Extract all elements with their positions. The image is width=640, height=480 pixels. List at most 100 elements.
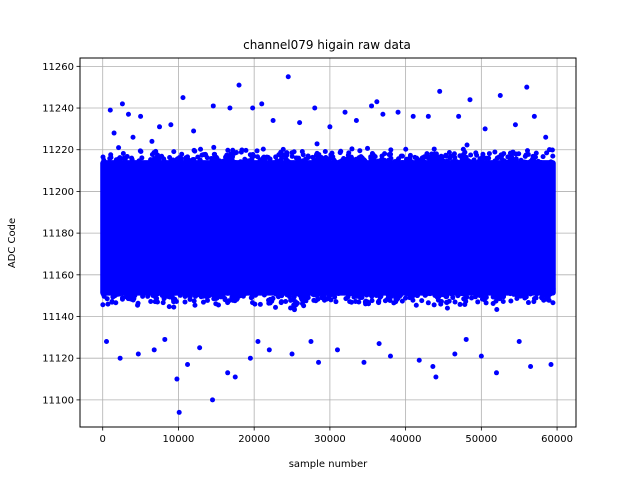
data-point (168, 122, 174, 128)
data-point (192, 293, 198, 299)
data-point (512, 122, 518, 128)
data-point (409, 163, 415, 169)
data-point (211, 296, 217, 302)
data-point (462, 302, 468, 308)
data-point (543, 134, 549, 140)
data-point (486, 151, 492, 157)
data-point (114, 160, 120, 166)
data-point (254, 148, 260, 154)
data-point (289, 351, 295, 357)
data-point (200, 299, 206, 305)
data-point (288, 305, 294, 311)
data-point (488, 290, 494, 296)
data-point (107, 107, 113, 113)
data-point (207, 161, 213, 167)
data-point (151, 347, 157, 353)
data-point (225, 370, 231, 376)
data-point (135, 302, 141, 308)
data-point (285, 74, 291, 80)
data-point (316, 291, 322, 297)
data-point (348, 157, 354, 163)
data-point (402, 295, 408, 301)
data-point (266, 297, 272, 303)
data-point (261, 156, 267, 162)
data-point (445, 165, 451, 171)
data-point (105, 301, 111, 307)
data-point (546, 285, 552, 291)
data-point (508, 156, 514, 162)
data-point (196, 288, 202, 294)
data-point (228, 286, 234, 292)
data-point (469, 290, 475, 296)
data-point (497, 93, 503, 99)
data-point (155, 291, 161, 297)
data-point (444, 293, 450, 299)
data-point (166, 304, 172, 310)
data-point (111, 130, 117, 136)
data-point (359, 161, 365, 167)
data-point (419, 155, 425, 161)
data-point (509, 151, 515, 157)
data-point (433, 374, 439, 380)
data-point (501, 151, 507, 157)
y-tick-label: 11260 (42, 62, 74, 73)
data-point (322, 164, 328, 170)
data-point (309, 288, 315, 294)
data-point (494, 306, 500, 312)
data-point (290, 165, 296, 171)
data-point (478, 353, 484, 359)
data-point (158, 165, 164, 171)
data-point (307, 165, 313, 171)
data-point (433, 156, 439, 162)
data-point (173, 298, 179, 304)
data-point (104, 339, 110, 345)
data-point (154, 158, 160, 164)
data-point (369, 103, 375, 109)
data-point (240, 293, 246, 299)
data-point (311, 297, 317, 303)
data-point (198, 146, 204, 152)
data-point (185, 165, 191, 171)
data-point (550, 153, 556, 159)
data-point (357, 289, 363, 295)
data-point (412, 154, 418, 160)
data-point (368, 156, 374, 162)
data-point (437, 287, 443, 293)
data-point (548, 159, 554, 165)
data-point (392, 159, 398, 165)
data-point (120, 150, 126, 156)
data-point (379, 160, 385, 166)
data-point (507, 291, 513, 297)
data-point (549, 147, 555, 153)
data-point (374, 99, 380, 105)
data-point (210, 292, 216, 298)
data-point (397, 164, 403, 170)
data-point (192, 302, 198, 308)
data-point (124, 153, 130, 159)
data-point (549, 289, 555, 295)
data-point (273, 304, 279, 310)
data-point (227, 162, 233, 168)
data-point (174, 376, 180, 382)
data-point (164, 293, 170, 299)
data-point (387, 353, 393, 359)
data-point (148, 299, 154, 305)
data-point (318, 165, 324, 171)
data-point (528, 364, 534, 370)
data-point (500, 294, 506, 300)
data-point (332, 294, 338, 300)
data-point (416, 357, 422, 363)
data-point (204, 289, 210, 295)
data-point (191, 298, 197, 304)
plot-frame (79, 57, 577, 428)
data-point (297, 292, 303, 298)
data-point (314, 141, 320, 147)
data-point (437, 162, 443, 168)
data-point (353, 118, 359, 124)
data-point (208, 165, 214, 171)
data-point (480, 289, 486, 295)
data-point (230, 297, 236, 303)
data-point (294, 285, 300, 291)
data-point (336, 285, 342, 291)
data-point (417, 160, 423, 166)
